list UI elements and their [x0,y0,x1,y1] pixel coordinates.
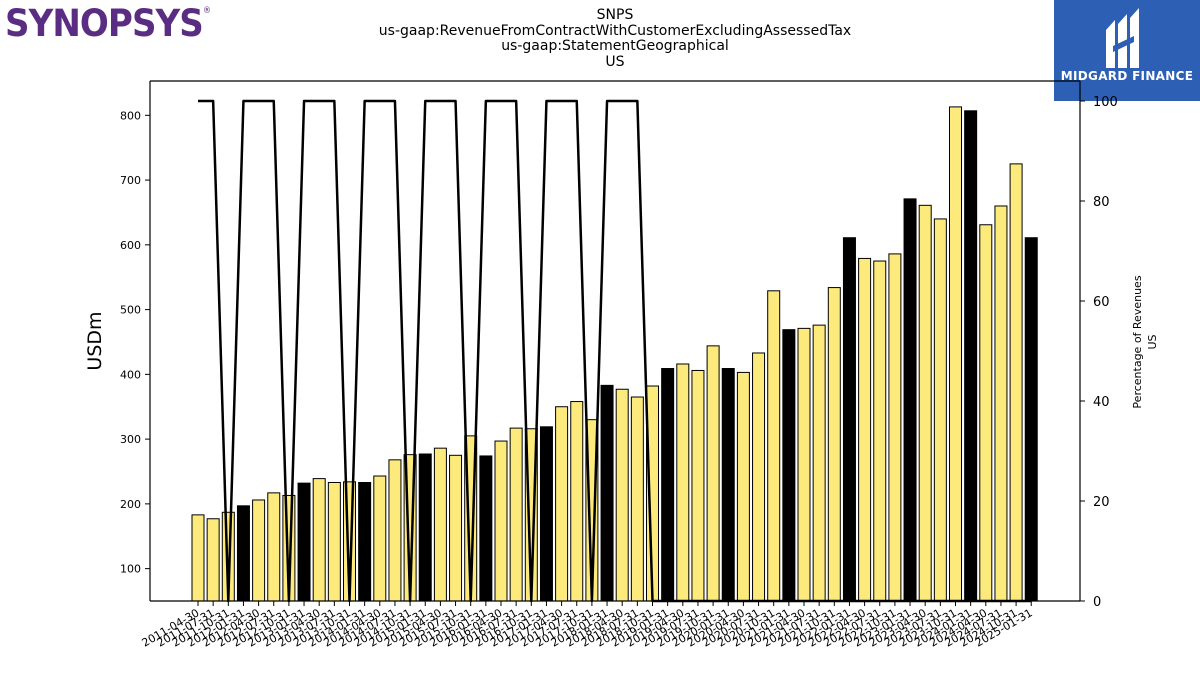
y-tick-label: 500 [120,304,141,317]
quarter-bar [388,459,402,602]
annual-bar [842,237,856,602]
quarter-bar [1009,163,1023,602]
synopsys-logo: SYNOPSYS® [5,2,211,45]
annual-bar [1024,237,1038,602]
annual-bar [661,368,675,602]
y-tick-label: 200 [120,498,141,511]
y-tick-label: 100 [120,563,141,576]
annual-bar [721,368,735,602]
quarter-bar [615,388,629,602]
y2-tick-label: 80 [1093,195,1110,210]
quarter-bar [494,440,508,602]
y2-tick-label: 100 [1093,95,1118,110]
quarter-bar [979,224,993,602]
annual-bar [539,426,553,602]
quarter-bar [373,475,387,602]
y-tick-label: 700 [120,174,141,187]
quarter-bar [827,287,841,602]
quarter-bar [858,257,872,602]
chart-title-member: US [605,53,625,70]
quarter-bar [676,363,690,602]
quarter-bar [267,492,281,602]
y2-tick-label: 20 [1093,495,1110,510]
quarter-bar [918,204,932,602]
quarter-bar [206,518,220,602]
quarter-bar [691,369,705,602]
quarter-bar [191,514,205,602]
quarter-bar [630,396,644,602]
chart-title-block: SNPS us-gaap:RevenueFromContractWithCust… [365,7,865,70]
y-tick-label: 800 [120,109,141,122]
annual-bar [479,455,493,602]
annual-bar [964,110,978,602]
y-tick-label: 600 [120,239,141,252]
quarter-bar [873,260,887,602]
chart-title-ticker: SNPS [596,7,634,23]
chart-title-axis: us-gaap:StatementGeographical [501,38,729,54]
quarter-bar [449,454,463,602]
quarter-bar [706,345,720,602]
quarter-bar [252,499,266,602]
quarter-bar [555,406,569,602]
quarter-bar [767,290,781,602]
midgard-finance-logo: MIDGARD FINANCE [1054,0,1200,101]
y2-axis-label: Percentage of Revenues [1131,275,1144,408]
synopsys-logo-text: SYNOPSYS [5,2,204,45]
annual-bar [236,505,250,602]
annual-bar [297,482,311,602]
y2-axis-label: US [1146,334,1159,349]
quarter-bar [433,447,447,602]
midgard-m-logo-icon [1106,8,1139,68]
quarter-bar [570,401,584,602]
annual-bar [903,198,917,602]
y2-tick-label: 0 [1093,595,1101,610]
registered-mark: ® [202,6,211,16]
y2-tick-label: 60 [1093,295,1110,310]
annual-bar [358,481,372,602]
quarter-bar [812,324,826,602]
chart-title-concept: us-gaap:RevenueFromContractWithCustomerE… [378,22,852,39]
midgard-finance-name: MIDGARD FINANCE [1060,69,1194,83]
quarter-bar [752,352,766,602]
annual-bar [600,384,614,602]
quarter-bar [994,205,1008,602]
quarter-bar [888,253,902,602]
quarter-bar [949,106,962,602]
y-tick-label: 300 [120,433,141,446]
y2-tick-label: 40 [1093,395,1110,410]
quarter-bar [797,327,811,602]
quarter-bar [312,478,326,602]
quarter-bar [933,218,947,602]
annual-bar [418,453,432,602]
quarter-bar [736,371,750,602]
quarter-bar [509,427,523,602]
y-tick-label: 400 [120,368,141,381]
y-axis-label: USDm [84,311,106,370]
quarter-bar [327,481,341,602]
annual-bar [782,329,796,602]
